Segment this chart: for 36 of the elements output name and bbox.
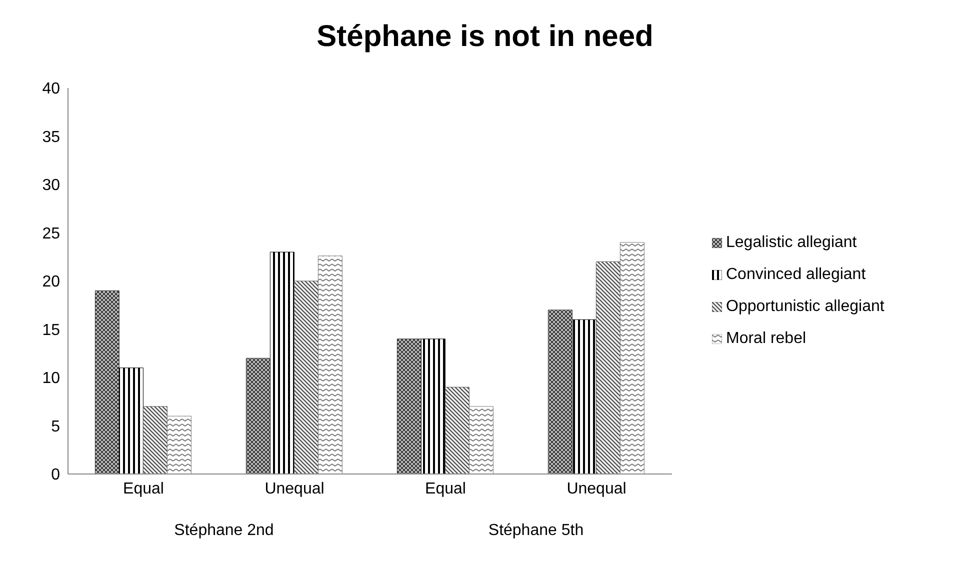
bar — [420, 338, 446, 474]
legend-label: Opportunistic allegiant — [726, 297, 884, 317]
bar — [246, 358, 270, 474]
bar — [166, 416, 192, 474]
bar — [270, 252, 294, 474]
legend-label: Moral rebel — [726, 329, 806, 349]
text: Stéphane 5th — [487, 522, 585, 540]
y-tick-label: 20 — [42, 274, 60, 291]
bar — [294, 280, 318, 474]
x-tick-label: Unequal — [264, 480, 324, 498]
y-tick-label: 35 — [42, 128, 60, 146]
legend-label: Convinced allegiant — [726, 265, 866, 285]
bar — [548, 310, 572, 474]
chart-title: Stéphane is not in need — [316, 20, 654, 54]
legend-label: Legalistic allegiant — [726, 233, 857, 253]
x-tick-label: Equal — [425, 480, 466, 498]
bar — [444, 386, 470, 474]
bar — [118, 368, 144, 474]
y-tick-label: 40 — [42, 80, 60, 98]
x-tick-label: Unequal — [566, 480, 626, 498]
bar — [94, 290, 120, 474]
bar — [396, 338, 422, 474]
bar — [142, 406, 168, 474]
y-tick-label: 10 — [42, 370, 60, 388]
y-tick-label: 30 — [42, 177, 60, 194]
bar — [572, 319, 596, 474]
y-tick-label: 25 — [42, 225, 60, 242]
bar — [596, 261, 620, 474]
y-tick-label: 5 — [51, 418, 60, 436]
x-tick-label: Equal — [123, 480, 164, 498]
bar — [468, 406, 494, 474]
y-tick-label: 15 — [42, 322, 60, 339]
bar — [620, 242, 644, 474]
text: Stéphane 2nd — [173, 522, 275, 540]
bar — [318, 256, 342, 474]
y-tick-label: 0 — [51, 466, 60, 484]
